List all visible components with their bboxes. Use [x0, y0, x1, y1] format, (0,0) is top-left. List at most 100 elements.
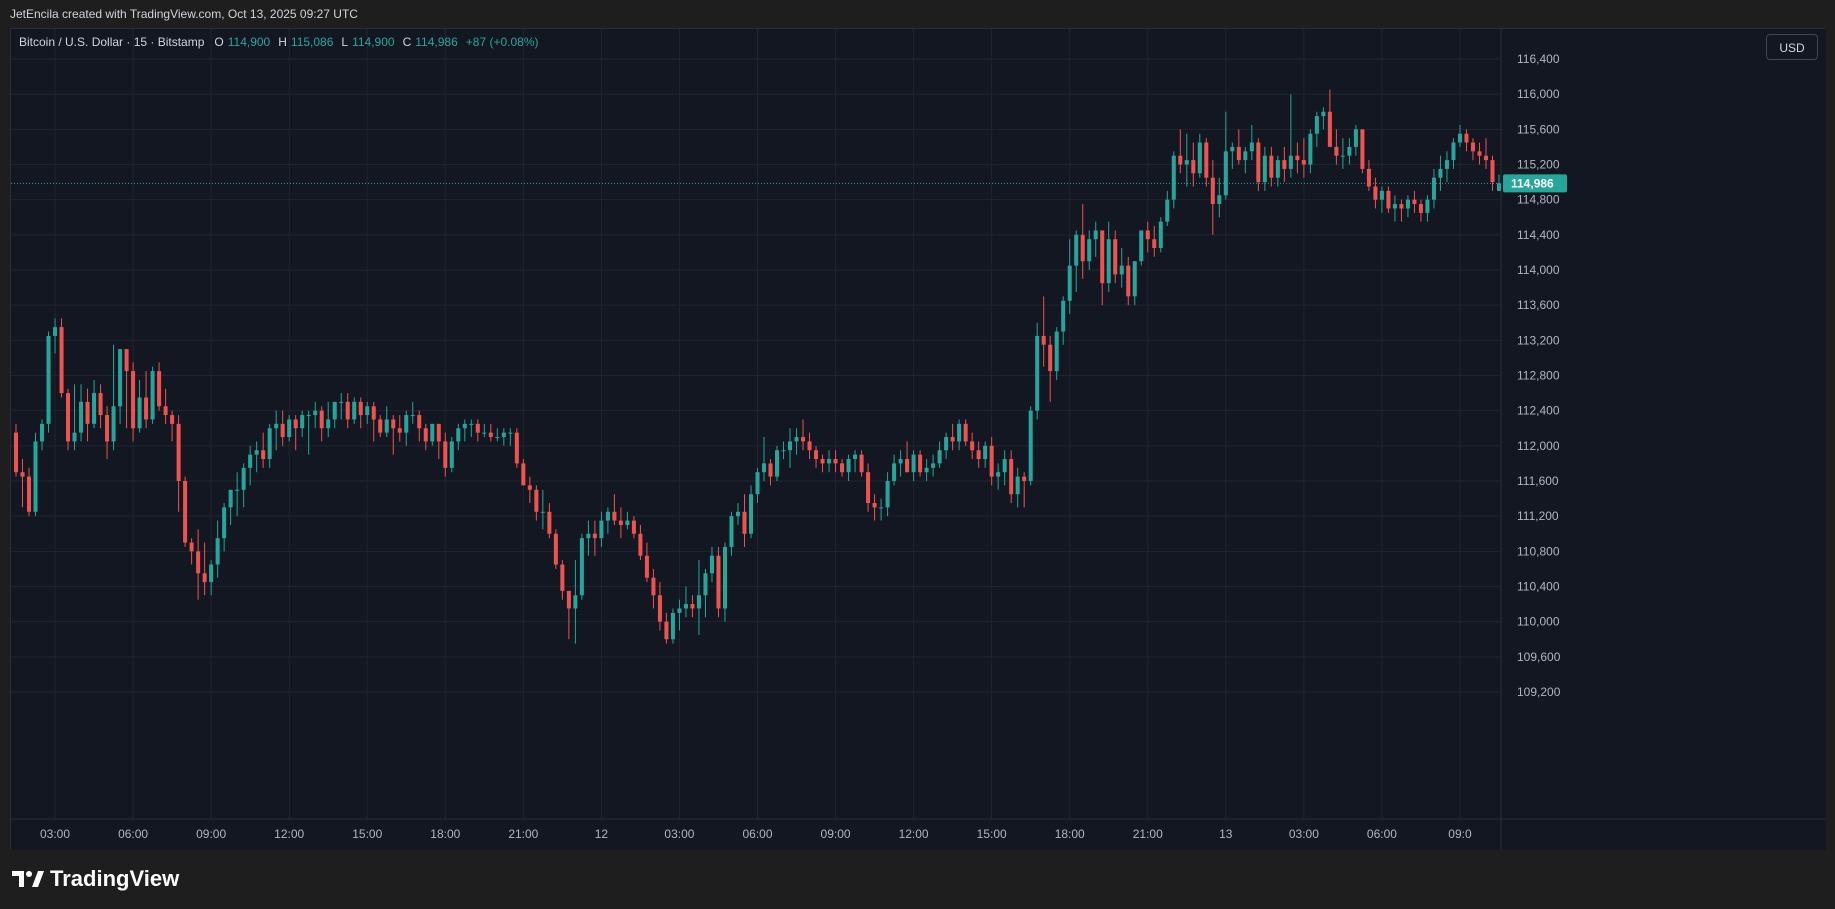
attribution-text: JetEncila created with TradingView.com, …	[10, 7, 358, 21]
y-tick-label: 116,000	[1517, 87, 1560, 101]
candle-body	[553, 533, 558, 565]
candle-body	[1379, 190, 1384, 200]
candle-body	[573, 595, 578, 609]
candle-body	[1256, 142, 1261, 183]
y-tick-label: 110,800	[1517, 544, 1560, 558]
candle-body	[547, 511, 552, 534]
candle-body	[1119, 265, 1124, 275]
candle-body	[13, 432, 19, 473]
candle-body	[222, 507, 227, 539]
candle-body	[1444, 160, 1449, 169]
candle-body	[1392, 204, 1397, 209]
candle-body	[261, 450, 266, 460]
y-tick-label: 112,400	[1517, 404, 1560, 418]
candle-body	[1145, 230, 1150, 240]
last-price-tag	[1503, 174, 1567, 193]
candle-body	[1210, 177, 1215, 205]
candle-body	[1022, 476, 1027, 481]
candle-body	[176, 423, 181, 481]
close-value: 114,986	[415, 35, 458, 49]
symbol-name[interactable]: Bitcoin / U.S. Dollar · 15 · Bitstamp	[19, 35, 205, 49]
tradingview-logo[interactable]: TradingView	[12, 864, 179, 894]
candle-body	[1132, 261, 1137, 297]
candle-body	[293, 419, 298, 429]
candle-body	[1327, 111, 1332, 147]
candle-body	[248, 454, 253, 468]
candle-body	[79, 401, 84, 433]
candle-body	[326, 419, 331, 429]
candle-body	[1249, 142, 1254, 152]
x-tick-label: 12:00	[899, 827, 929, 841]
candle-body	[1314, 116, 1319, 134]
candle-body	[365, 406, 370, 416]
candle-body	[98, 393, 103, 416]
candle-body	[644, 555, 649, 578]
candle-body	[1386, 190, 1391, 209]
candle-body	[592, 533, 597, 539]
candle-body	[85, 401, 90, 424]
candle-body	[20, 472, 25, 477]
candle-body	[983, 445, 988, 460]
candlestick-chart[interactable]: 109,200 109,600 110,000 110,400 110,800 111,2…	[11, 29, 1826, 850]
candle-body	[124, 349, 129, 372]
x-tick-label: 15:00	[977, 827, 1007, 841]
candle-body	[423, 428, 428, 442]
candle-body	[443, 441, 448, 468]
candle-body	[1269, 155, 1274, 178]
candle-body	[215, 538, 220, 565]
candle-body	[761, 463, 767, 473]
candle-body	[670, 612, 675, 640]
chart-pane[interactable]: 109,200 109,600 110,000 110,400 110,800 111,2…	[10, 28, 1826, 850]
x-tick-label: 06:00	[118, 827, 148, 841]
candle-body	[1184, 160, 1189, 165]
x-tick-label: 06:00	[1367, 827, 1397, 841]
candle-body	[957, 423, 962, 442]
candle-body	[196, 551, 201, 574]
candle-body	[833, 459, 838, 464]
candle-body	[1204, 142, 1209, 178]
low-value: 114,900	[352, 35, 395, 49]
candle-body	[371, 406, 376, 420]
candle-body	[709, 555, 714, 574]
candle-body	[332, 401, 337, 420]
candle-body	[280, 423, 285, 438]
candle-body	[840, 463, 845, 473]
candle-body	[436, 423, 441, 442]
x-tick-label: 21:00	[508, 827, 538, 841]
candle-body	[482, 432, 487, 434]
candle-body	[72, 432, 77, 442]
candle-body	[1106, 239, 1111, 284]
x-tick-label: 03:00	[664, 827, 694, 841]
x-tick-label: 15:00	[352, 827, 382, 841]
candle-body	[1483, 155, 1489, 161]
y-tick-label: 111,200	[1517, 509, 1559, 523]
candle-body	[404, 415, 409, 433]
candle-body	[46, 335, 51, 424]
candle-body	[1171, 155, 1176, 200]
candle-body	[1113, 239, 1118, 275]
candle-body	[846, 459, 851, 473]
x-tick-label: 21:00	[1133, 827, 1163, 841]
candle-body	[26, 476, 32, 512]
candle-body	[683, 604, 688, 609]
candle-body	[566, 590, 571, 609]
candle-body	[677, 608, 682, 613]
candle-body	[1288, 155, 1293, 169]
candle-body	[1405, 199, 1410, 209]
candle-body	[397, 428, 402, 433]
x-tick-label: 06:00	[742, 827, 772, 841]
candle-body	[859, 454, 864, 473]
candle-body	[1087, 239, 1092, 262]
candle-body	[1139, 230, 1144, 262]
candle-body	[1074, 234, 1079, 266]
candle-body	[1340, 155, 1345, 157]
candle-body	[625, 520, 630, 525]
currency-button[interactable]: USD	[1766, 34, 1818, 60]
candle-body	[931, 463, 936, 468]
y-tick-label: 111,600	[1517, 474, 1559, 488]
attribution-bar: JetEncila created with TradingView.com, …	[0, 0, 1835, 28]
candle-body	[1230, 146, 1235, 152]
close-label: C	[402, 35, 412, 49]
candle-body	[944, 437, 949, 451]
candle-body	[905, 459, 910, 473]
